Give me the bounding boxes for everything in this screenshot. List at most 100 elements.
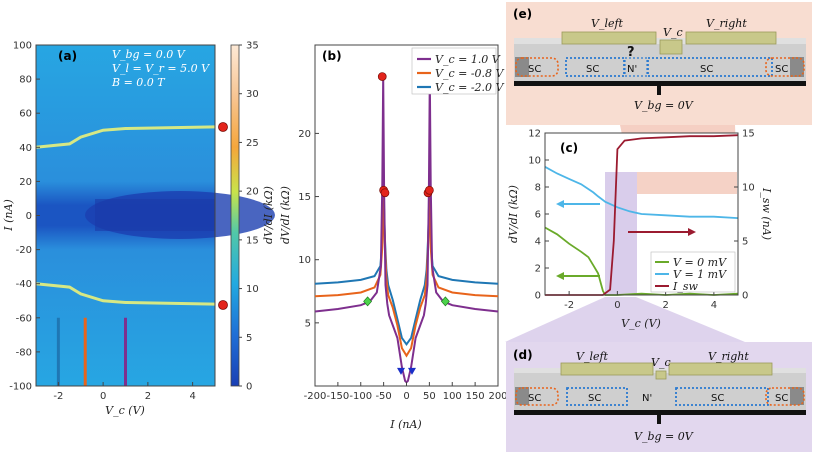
panel-c-xlabel: V_c (V) [621,317,661,330]
c-ytick-right-label: 10 [742,183,755,194]
c-ytick-left-label: 0 [535,291,541,302]
backgate-bar-d [514,410,806,415]
green-diamond-marker [363,296,373,307]
sc-mid-right-outline-d [675,387,769,406]
a-ytick-label: -40 [16,279,32,290]
sc-right-block-e [790,57,804,77]
gate-right-e [685,31,777,45]
colorbar-label: dV/dI (kΩ) [262,186,275,244]
legend-c-label-2: I_sw [672,280,698,293]
a-ytick-label: -80 [16,347,32,358]
c-ytick-right-label: 0 [742,291,748,302]
c-ytick-left-label: 6 [535,210,541,221]
v-left-label-e: V_left [591,17,624,30]
v-c-label-d: V_c [651,356,671,369]
panel-b-ylabel: dV/dI (kΩ) [279,186,292,244]
arrowhead-right-red [688,228,696,236]
sc-mid-right-label-d: SC [711,393,724,404]
red-dot-marker [380,188,390,198]
blue-triangle-marker [397,367,406,375]
b-xtick-label: 100 [443,391,462,402]
panel-a-ylabel: I (nA) [2,199,15,231]
sc-right-block-d [790,387,804,405]
colorbar: 35 30 25 20 15 10 5 0 dV/dI (kΩ) [230,41,275,393]
n-prime-label-e: N' [627,64,637,75]
v-c-label-e: V_c [663,26,683,39]
a-ytick-label: -20 [16,245,32,256]
sc-right-outline-e [765,57,805,77]
sc-mid-right-label-e: SC [700,64,713,75]
panel-a-xlabel: V_c (V) [105,404,145,417]
v-bg-label-e: V_bg = 0V [634,99,694,112]
a-ytick-label: -100 [9,382,32,393]
sc-left-block-e [515,57,529,77]
legend: V_c = 1.0 VV_c = -0.8 VV_c = -2.0 V [411,47,505,95]
c-xtick-label: -2 [564,300,574,311]
legend-label-2: V_c = -2.0 V [435,81,505,94]
b-xtick-label: -100 [349,391,372,402]
a-ytick-label: 80 [19,75,32,86]
panel-b: -200 -150 -100 -50 0 50 100 150 200 20 15 10 5 (b) I… [279,44,508,431]
c-series-line-0 [544,226,739,296]
a-ytick-label: 100 [13,41,32,52]
colorbar-gradient [230,44,240,387]
legend-c: V = 0 mVV = 1 mVI_sw [650,251,736,293]
red-dot-marker [377,72,387,81]
b-xtick-label: 50 [423,391,436,402]
cb-tick-label: 0 [246,382,252,393]
gate-left-d [560,362,654,376]
panel-b-xlabel: I (nA) [389,418,421,431]
sc-left-label-e: SC [528,64,541,75]
switching-edge-upper [35,125,216,149]
b-ytick-label: 5 [305,318,311,329]
c-ytick-left-label: 2 [535,264,541,275]
cb-tick-label: 20 [246,187,259,198]
panel-e: (e) V_left V_c V_right ? SC SC N' SC SC … [506,2,812,197]
b-ytick-label: 15 [298,192,311,203]
legend-c-label-0: V = 0 mV [673,256,727,269]
a-ytick-label: 0 [26,211,32,222]
b-xtick-label: 150 [466,391,485,402]
c-xtick-label: 2 [662,300,668,311]
a-ytick-label: -60 [16,313,32,324]
annotation-b: B = 0.0 T [111,76,166,89]
sc-mid-left-label-d: SC [588,393,601,404]
arrowhead-left-green [556,272,564,280]
sc-mid-left-outline-d [566,387,628,406]
panel-d-label: (d) [513,348,533,362]
b-xtick-label: -50 [375,391,391,402]
panel-d-funnel [505,297,745,342]
red-dot-lower [218,300,228,310]
highlight-vc-region [605,172,637,295]
a-xtick-label: 4 [189,391,195,402]
a-ytick-label: 20 [19,177,32,188]
sc-right-label-e: SC [775,64,788,75]
gate-right-d [668,362,773,376]
panel-c-ylabel-left: dV/dI (kΩ) [507,185,520,243]
c-ytick-left-label: 12 [528,129,541,140]
annotation-vbg: V_bg = 0.0 V [112,48,186,61]
v-bg-label-d: V_bg = 0V [634,430,694,443]
panel-c-label: (c) [560,141,578,155]
cb-tick-label: 35 [246,41,259,52]
legend-label-0: V_c = 1.0 V [435,53,501,66]
red-dot-marker [425,185,434,195]
a-ytick-label: 60 [19,109,32,120]
a-xtick-label: -2 [53,391,63,402]
cb-tick-label: 25 [246,138,259,149]
green-diamond-marker [440,296,450,307]
sc-mid-left-outline-e [565,57,625,77]
cb-tick-label: 30 [246,89,259,100]
sc-left-outline-d [515,387,559,406]
panel-a-label: (a) [58,49,77,63]
a-xtick-label: 2 [145,391,151,402]
c-xtick-label: 4 [711,300,717,311]
a-ytick-label: 40 [19,143,32,154]
panel-d: (d) V_left V_c V_right SC SC N' SC SC V_… [505,297,812,452]
b-ytick-label: 20 [298,129,311,140]
gate-center-d [655,370,667,380]
gate-left-e [561,31,657,45]
